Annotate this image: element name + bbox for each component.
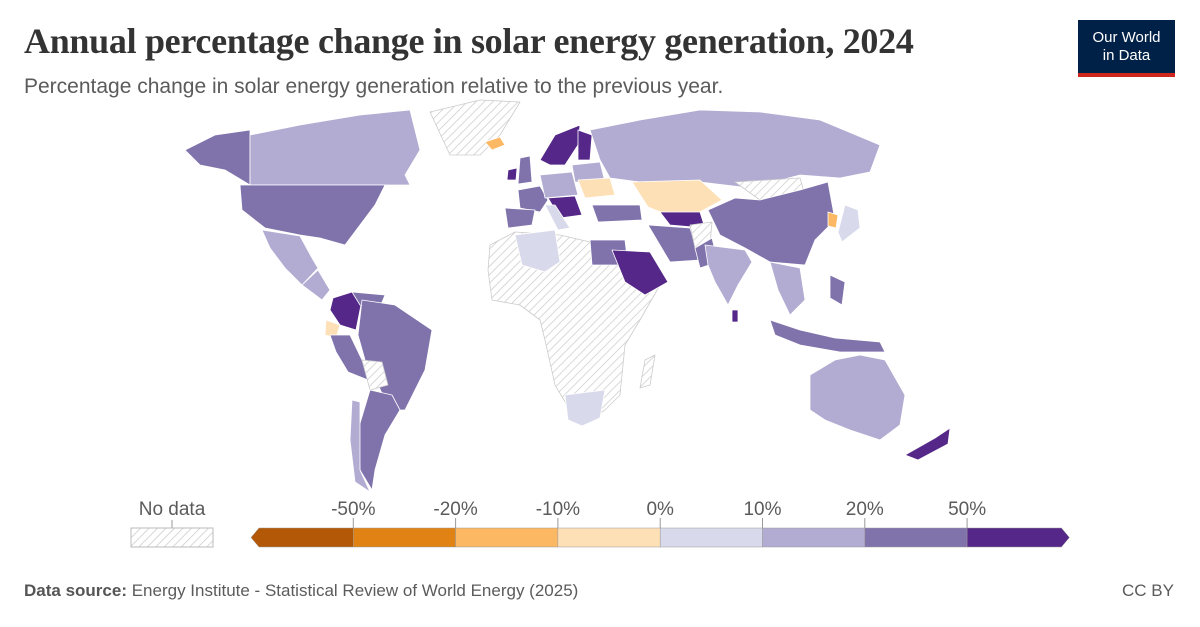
country-argentina[interactable] <box>357 389 401 491</box>
data-source: Data source: Energy Institute - Statisti… <box>24 581 578 601</box>
no-data-swatch <box>130 527 214 548</box>
legend-tick-label: 50% <box>948 499 986 520</box>
country-mexico[interactable] <box>261 229 319 286</box>
country-philippines[interactable] <box>829 274 846 306</box>
chart-title: Annual percentage change in solar energy… <box>24 21 914 61</box>
legend-bin-3[interactable] <box>557 527 661 548</box>
country-greenland[interactable] <box>429 99 521 156</box>
no-data-label: No data <box>139 499 206 520</box>
country-southeast-asia[interactable] <box>769 261 806 316</box>
legend-bin-0[interactable] <box>250 527 354 548</box>
legend-bin-7[interactable] <box>966 527 1070 548</box>
legend-tick-label: -50% <box>331 499 375 520</box>
source-text[interactable]: Energy Institute - Statistical Review of… <box>131 581 579 600</box>
logo-line2: in Data <box>1102 47 1151 64</box>
country-central-america[interactable] <box>301 269 331 301</box>
country-saudi-arabia[interactable] <box>611 249 669 296</box>
country-turkey[interactable] <box>591 204 643 223</box>
country-norway-sweden[interactable] <box>539 124 581 166</box>
country-korea[interactable] <box>827 211 839 229</box>
country-france[interactable] <box>517 185 549 213</box>
country-indonesia[interactable] <box>769 319 886 353</box>
legend-tick-label: 20% <box>846 499 884 520</box>
source-label: Data source: <box>24 581 127 600</box>
country-australia[interactable] <box>809 354 906 441</box>
country-ireland[interactable] <box>506 167 518 181</box>
country-japan[interactable] <box>837 204 861 243</box>
country-ukraine[interactable] <box>577 177 616 199</box>
legend-tick-label: 10% <box>743 499 781 520</box>
country-russia[interactable] <box>589 109 881 189</box>
country-sri-lanka[interactable] <box>731 309 739 323</box>
logo-line1: Our World <box>1092 29 1161 46</box>
legend: No data -50% -20% -10% 0% 10% 20% 50% <box>130 499 1070 548</box>
country-bolivia[interactable] <box>361 359 389 391</box>
legend-tick-label: -10% <box>536 499 580 520</box>
owid-logo[interactable]: Our World in Data <box>1078 20 1175 77</box>
chart-subtitle: Percentage change in solar energy genera… <box>24 75 724 98</box>
legend-bin-5[interactable] <box>762 527 866 548</box>
country-canada[interactable] <box>249 109 421 186</box>
legend-tick-label: 0% <box>646 499 674 520</box>
country-alaska[interactable] <box>184 129 251 186</box>
world-map <box>184 99 951 493</box>
country-india[interactable] <box>704 244 753 306</box>
country-spain[interactable] <box>504 207 536 229</box>
legend-bin-2[interactable] <box>455 527 559 548</box>
country-italy[interactable] <box>544 204 571 231</box>
legend-bin-1[interactable] <box>353 527 456 548</box>
legend-bin-4[interactable] <box>659 527 763 548</box>
country-algeria[interactable] <box>514 229 561 273</box>
license[interactable]: CC BY <box>1122 581 1174 600</box>
country-new-zealand[interactable] <box>904 427 951 461</box>
country-germany-central[interactable] <box>539 171 579 199</box>
legend-tick-label: -20% <box>433 499 477 520</box>
country-south-africa[interactable] <box>564 389 606 427</box>
legend-bin-6[interactable] <box>864 527 968 548</box>
country-usa[interactable] <box>239 184 386 246</box>
country-china[interactable] <box>707 181 836 266</box>
country-chile[interactable] <box>349 399 371 493</box>
country-finland[interactable] <box>577 129 593 161</box>
country-madagascar[interactable] <box>639 354 656 389</box>
country-iceland[interactable] <box>484 136 506 151</box>
country-uk[interactable] <box>517 155 533 185</box>
